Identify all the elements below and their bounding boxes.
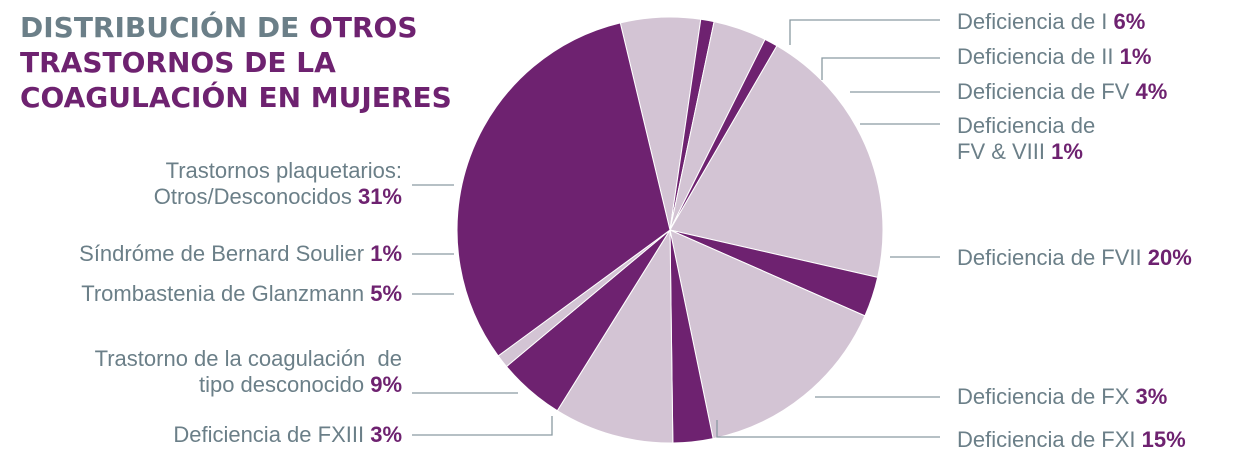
label-desconocido-line2-wrap: tipo desconocido 9%: [95, 372, 402, 398]
pie-slice-9: [556, 228, 674, 444]
leader-lines: [412, 19, 940, 438]
label-plaquetarios-line2: Otros/Desconocidos: [153, 184, 358, 209]
label-def-fvii-text: Deficiencia de FVII: [957, 245, 1148, 270]
label-desconocido-line1: Trastorno de la coagulación de: [94, 346, 402, 371]
label-def-i-pct: 6%: [1113, 9, 1146, 34]
label-def-fv-viii-line1: Deficiencia de: [957, 113, 1096, 138]
label-def-fxi: Deficiencia de FXI 15%: [957, 427, 1186, 453]
label-desconocido-line2: tipo desconocido: [198, 372, 371, 397]
label-plaquetarios-line2-wrap: Otros/Desconocidos 31%: [154, 184, 402, 210]
label-def-fv-pct: 4%: [1135, 79, 1168, 104]
label-glanzmann-pct: 5%: [370, 281, 402, 306]
label-def-i-text: Deficiencia de I: [957, 9, 1114, 34]
label-def-fv-viii: Deficiencia de FV & VIII 1%: [957, 113, 1095, 165]
label-plaquetarios: Trastornos plaquetarios: Otros/Desconocid…: [154, 158, 402, 210]
title-part-2: OTROS TRASTORNOS DE LA COAGULACIÓN EN MU…: [20, 11, 452, 114]
label-def-fvii-pct: 20%: [1147, 245, 1192, 270]
pie-slice-7: [669, 229, 866, 440]
label-plaquetarios-pct: 31%: [357, 184, 402, 209]
label-def-fv: Deficiencia de FV 4%: [957, 79, 1167, 105]
label-def-fx-pct: 3%: [1135, 384, 1168, 409]
label-def-fx: Deficiencia de FX 3%: [957, 384, 1167, 410]
label-def-ii-pct: 1%: [1119, 44, 1152, 69]
label-glanzmann: Trombastenia de Glanzmann 5%: [81, 281, 402, 307]
label-def-fxiii-text: Deficiencia de FXIII: [173, 422, 371, 447]
label-def-fxiii: Deficiencia de FXIII 3%: [173, 422, 402, 448]
label-desconocido: Trastorno de la coagulación de tipo desco…: [95, 346, 402, 398]
leader-def-ii: [821, 57, 940, 80]
label-def-fv-viii-line2-wrap: FV & VIII 1%: [957, 139, 1095, 165]
label-def-fxiii-pct: 3%: [370, 422, 402, 447]
leader-def-i: [789, 19, 940, 45]
pie-slice-12: [456, 22, 671, 357]
label-glanzmann-text: Trombastenia de Glanzmann: [81, 281, 371, 306]
label-bernard: Síndróme de Bernard Soulier 1%: [79, 241, 402, 267]
label-def-fv-viii-line2: FV & VIII: [957, 139, 1052, 164]
chart-title: DISTRIBUCIÓN DE OTROS TRASTORNOS DE LA C…: [20, 10, 490, 115]
label-def-fv-viii-pct: 1%: [1051, 139, 1083, 164]
leader-def-fxi: [716, 420, 940, 438]
label-def-ii-text: Deficiencia de II: [957, 44, 1120, 69]
pie-slices: [456, 16, 884, 444]
label-def-i: Deficiencia de I 6%: [957, 9, 1145, 35]
label-def-fxi-text: Deficiencia de FXI: [957, 427, 1142, 452]
title-part-1: DISTRIBUCIÓN DE: [20, 11, 310, 44]
label-def-fv-text: Deficiencia de FV: [957, 79, 1136, 104]
label-def-fxi-pct: 15%: [1141, 427, 1186, 452]
pie-slice-5: [669, 45, 884, 279]
label-def-ii: Deficiencia de II 1%: [957, 44, 1151, 70]
label-def-fx-text: Deficiencia de FX: [957, 384, 1136, 409]
label-def-fvii: Deficiencia de FVII 20%: [957, 245, 1192, 271]
label-bernard-pct: 1%: [370, 241, 402, 266]
leader-def-fxiii: [412, 416, 553, 436]
label-plaquetarios-line1: Trastornos plaquetarios:: [165, 158, 402, 183]
label-desconocido-pct: 9%: [370, 372, 402, 397]
label-bernard-text: Síndróme de Bernard Soulier: [79, 241, 371, 266]
